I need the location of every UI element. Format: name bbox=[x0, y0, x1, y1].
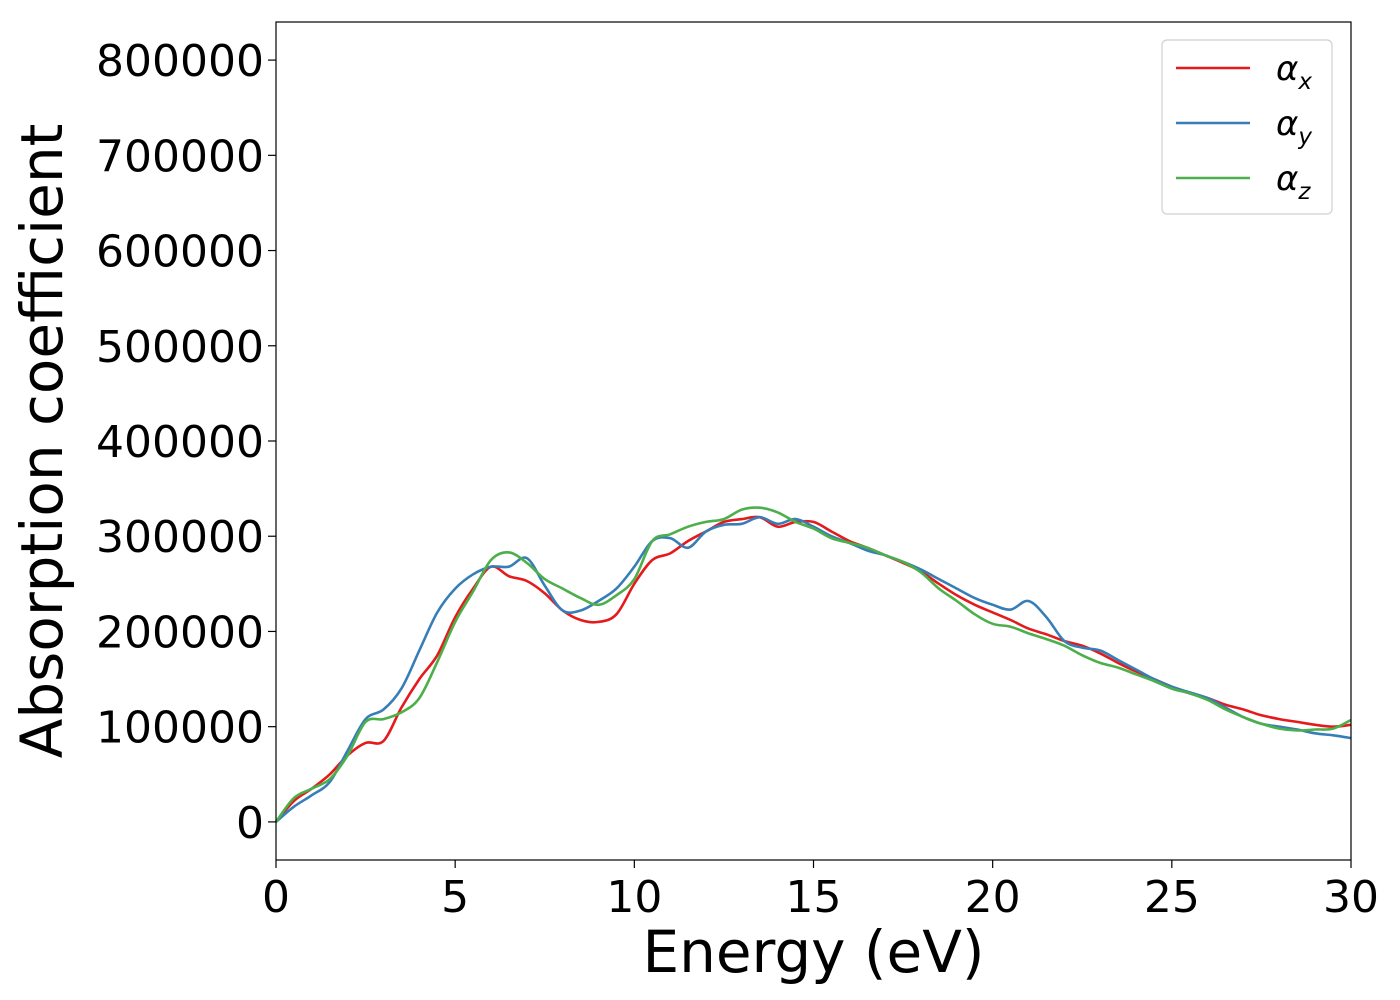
legend-label-subscript: z bbox=[1297, 179, 1311, 205]
plot-marks bbox=[274, 506, 1352, 823]
y-tick-label: 700000 bbox=[96, 131, 264, 182]
y-tick-label: 800000 bbox=[96, 36, 264, 87]
y-tick-label: 400000 bbox=[96, 417, 264, 468]
y-tick-label: 500000 bbox=[96, 322, 264, 373]
y-tick-label: 100000 bbox=[96, 703, 264, 754]
legend-label: αx bbox=[1276, 49, 1312, 95]
legend-box bbox=[1161, 39, 1333, 215]
x-axis-ticks: 0 5 10 15 20 25 30 bbox=[262, 860, 1379, 923]
y-axis-title: Absorption coefficient bbox=[8, 124, 76, 759]
y-tick-label: 300000 bbox=[96, 512, 264, 563]
series-line-alpha-y bbox=[275, 515, 1352, 823]
legend-label-symbol: α bbox=[1276, 159, 1298, 199]
legend-label-symbol: α bbox=[1276, 104, 1298, 144]
legend-label: αz bbox=[1276, 159, 1311, 205]
x-tick-label: 10 bbox=[606, 872, 662, 923]
legend-label-symbol: α bbox=[1276, 49, 1298, 89]
x-tick-label: 20 bbox=[965, 872, 1021, 923]
series-line-alpha-x bbox=[275, 515, 1352, 823]
y-axis-ticks: 0 100000 200000 300000 400000 500000 600000 700… bbox=[96, 36, 276, 849]
legend-label-subscript: x bbox=[1297, 69, 1312, 95]
y-tick-label: 200000 bbox=[96, 607, 264, 658]
x-tick-label: 5 bbox=[441, 872, 469, 923]
x-axis-title: Energy (eV) bbox=[642, 918, 984, 986]
x-tick-label: 25 bbox=[1144, 872, 1200, 923]
series-line-alpha-z bbox=[274, 506, 1352, 823]
y-tick-label: 0 bbox=[236, 798, 264, 849]
legend-label: αy bbox=[1276, 104, 1312, 150]
x-tick-label: 15 bbox=[786, 872, 842, 923]
x-tick-label: 30 bbox=[1323, 872, 1379, 923]
legend-label-subscript: y bbox=[1297, 124, 1312, 150]
x-tick-label: 0 bbox=[262, 872, 290, 923]
y-tick-label: 600000 bbox=[96, 227, 264, 278]
